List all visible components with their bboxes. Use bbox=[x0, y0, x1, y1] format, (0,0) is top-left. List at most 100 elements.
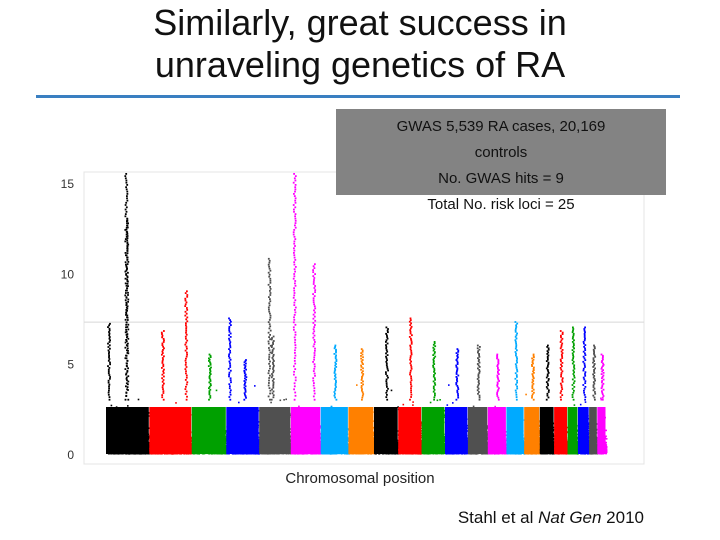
snp-peak-point bbox=[107, 349, 110, 352]
snp-peak-point bbox=[126, 256, 129, 259]
snp-peak-point bbox=[186, 339, 189, 342]
snp-peak-point bbox=[126, 250, 129, 252]
snp-peak-point bbox=[184, 303, 187, 306]
snp-point bbox=[190, 447, 193, 449]
snp-peak-point bbox=[127, 350, 129, 352]
snp-peak-point bbox=[185, 341, 188, 344]
snp-peak-point bbox=[108, 329, 111, 332]
slide-title-line-1: Similarly, great success in bbox=[153, 2, 567, 43]
snp-peak-point bbox=[108, 367, 111, 369]
snp-peak-point bbox=[125, 326, 127, 329]
snp-peak-point bbox=[185, 355, 188, 358]
snp-peak-point bbox=[126, 263, 129, 265]
snp-peak-point bbox=[229, 364, 232, 367]
snp-peak-point bbox=[107, 372, 110, 375]
snp-peak-point bbox=[162, 363, 165, 366]
snp-peak-point bbox=[161, 384, 164, 387]
snp-peak-point bbox=[161, 377, 163, 380]
snp-peak-point bbox=[108, 387, 110, 390]
snp-peak-point bbox=[208, 393, 211, 396]
snp-peak-point bbox=[230, 381, 232, 384]
snp-peak-point bbox=[185, 345, 188, 348]
snp-peak-point bbox=[125, 362, 128, 365]
snp-peak-point bbox=[186, 290, 188, 293]
snp-peak-point bbox=[125, 181, 128, 184]
snp-peak-point bbox=[185, 324, 187, 326]
snp-peak-point bbox=[127, 323, 130, 326]
snp-peak-point bbox=[127, 280, 129, 283]
snp-peak-point bbox=[125, 206, 128, 209]
snp-peak-point bbox=[209, 395, 212, 397]
chromosome-chr1 bbox=[106, 173, 151, 455]
snp-peak-point bbox=[107, 368, 110, 371]
snp-peak-point bbox=[161, 386, 164, 389]
snp-peak-point bbox=[184, 299, 187, 302]
snp-peak-point bbox=[186, 294, 189, 296]
snp-peak-point bbox=[124, 240, 127, 243]
snp-peak-point bbox=[126, 237, 129, 240]
snp-peak-point bbox=[125, 357, 128, 360]
snp-peak-point bbox=[125, 385, 127, 388]
snp-peak-point bbox=[127, 398, 130, 401]
snp-peak-point bbox=[185, 326, 188, 328]
snp-peak-point bbox=[127, 380, 130, 383]
snp-peak-point bbox=[161, 344, 164, 346]
snp-peak-point bbox=[161, 336, 163, 339]
snp-point bbox=[175, 402, 177, 404]
snp-peak-point bbox=[229, 336, 232, 338]
snp-peak-point bbox=[161, 360, 164, 363]
snp-peak-point bbox=[185, 322, 187, 325]
snp-peak-point bbox=[125, 330, 128, 333]
snp-peak-point bbox=[228, 353, 230, 356]
snp-peak-point bbox=[125, 340, 128, 343]
snp-peak-point bbox=[125, 273, 127, 275]
snp-point bbox=[148, 441, 150, 444]
data-points bbox=[106, 173, 608, 455]
snp-peak-point bbox=[108, 356, 110, 359]
snp-peak-point bbox=[124, 204, 127, 206]
snp-peak-point bbox=[125, 314, 127, 316]
snp-point bbox=[137, 398, 140, 401]
snp-peak-point bbox=[125, 321, 128, 324]
snp-dense-band bbox=[149, 407, 192, 454]
snp-peak-point bbox=[162, 365, 165, 368]
snp-peak-point bbox=[228, 387, 231, 390]
snp-peak-point bbox=[124, 175, 127, 177]
snp-point bbox=[110, 404, 113, 407]
snp-peak-point bbox=[127, 389, 129, 391]
snp-peak-point bbox=[161, 373, 164, 376]
snp-peak-point bbox=[184, 335, 187, 338]
snp-peak-point bbox=[184, 305, 187, 307]
snp-peak-point bbox=[126, 278, 129, 281]
snp-peak-point bbox=[185, 318, 188, 321]
snp-peak-point bbox=[184, 364, 187, 366]
snp-peak-point bbox=[126, 335, 129, 338]
snp-peak-point bbox=[108, 331, 110, 333]
snp-peak-point bbox=[162, 372, 165, 374]
chromosome-chr3 bbox=[191, 353, 228, 455]
snp-point bbox=[127, 405, 129, 407]
snp-peak-point bbox=[127, 291, 129, 294]
snp-peak-point bbox=[109, 363, 111, 366]
chromosome-chr2 bbox=[149, 290, 194, 455]
snp-peak-point bbox=[107, 342, 109, 345]
snp-peak-point bbox=[124, 341, 127, 344]
snp-peak-point bbox=[125, 377, 128, 380]
snp-point bbox=[254, 385, 256, 387]
snp-peak-point bbox=[108, 398, 111, 401]
snp-peak-point bbox=[125, 373, 127, 376]
snp-peak-point bbox=[185, 366, 188, 368]
snp-peak-point bbox=[126, 282, 129, 285]
snp-peak-point bbox=[126, 248, 129, 250]
snp-peak-point bbox=[184, 314, 187, 317]
snp-peak-point bbox=[126, 258, 129, 261]
snp-peak-point bbox=[127, 298, 130, 301]
y-tick-label: 10 bbox=[61, 267, 75, 281]
snp-peak-point bbox=[125, 265, 128, 268]
snp-peak-point bbox=[161, 362, 164, 364]
snp-peak-point bbox=[108, 354, 110, 357]
snp-peak-point bbox=[126, 333, 129, 335]
snp-peak-point bbox=[161, 353, 163, 356]
snp-peak-point bbox=[186, 381, 189, 384]
snp-peak-point bbox=[163, 355, 165, 358]
